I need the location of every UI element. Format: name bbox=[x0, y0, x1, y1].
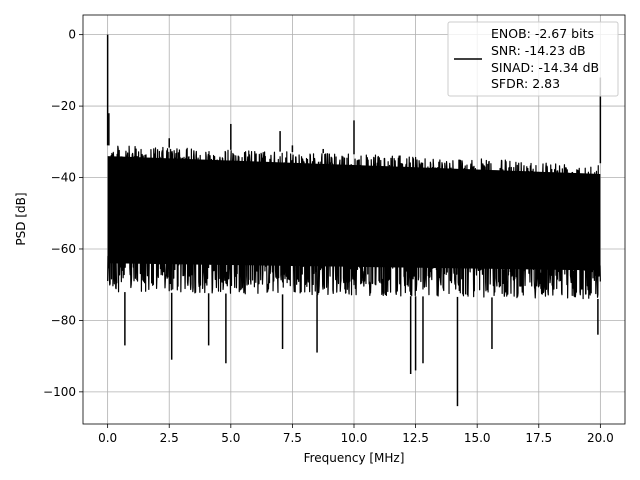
x-tick-label: 0.0 bbox=[98, 431, 117, 445]
y-tick-label: 0 bbox=[68, 28, 76, 42]
plot-data bbox=[106, 34, 602, 407]
legend-entry: SFDR: 2.83 bbox=[491, 76, 560, 91]
x-axis-label: Frequency [MHz] bbox=[304, 451, 405, 465]
x-tick-label: 2.5 bbox=[160, 431, 179, 445]
legend-entry: SNR: -14.23 dB bbox=[491, 43, 586, 58]
x-tick-label: 7.5 bbox=[283, 431, 302, 445]
y-tick-label: −60 bbox=[51, 242, 76, 256]
y-tick-label: −20 bbox=[51, 99, 76, 113]
y-axis-label: PSD [dB] bbox=[14, 192, 28, 245]
legend-entry: ENOB: -2.67 bits bbox=[491, 26, 594, 41]
x-tick-label: 17.5 bbox=[525, 431, 552, 445]
y-tick-label: −80 bbox=[51, 313, 76, 327]
axis-ticks: 0.0 2.5 5.0 7.5 10.0 12.5 15.0 17.5 20.0 0 −20 −40 −… bbox=[43, 28, 614, 445]
y-tick-label: −100 bbox=[43, 385, 76, 399]
legend-entry: SINAD: -14.34 dB bbox=[491, 60, 599, 75]
x-tick-label: 10.0 bbox=[341, 431, 368, 445]
y-tick-label: −40 bbox=[51, 171, 76, 185]
x-tick-label: 5.0 bbox=[221, 431, 240, 445]
x-tick-label: 20.0 bbox=[587, 431, 614, 445]
legend-frame bbox=[447, 21, 619, 97]
x-tick-label: 15.0 bbox=[464, 431, 491, 445]
psd-noise-band bbox=[107, 156, 601, 271]
x-tick-label: 12.5 bbox=[402, 431, 429, 445]
legend: ENOB: -2.67 bits SNR: -14.23 dB SINAD: -… bbox=[447, 21, 619, 97]
